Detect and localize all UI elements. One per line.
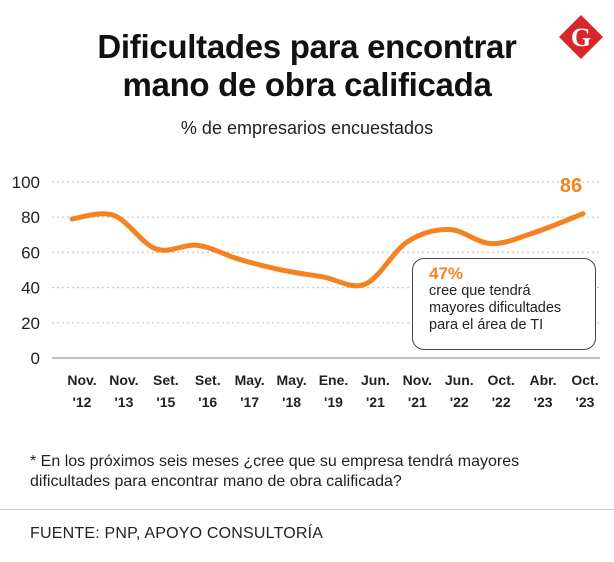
chart-title: Dificultades para encontrar mano de obra…	[0, 28, 614, 104]
y-tick-label: 80	[21, 208, 40, 227]
callout-line-1: cree que tendrá	[429, 283, 531, 299]
x-tick-label-year: '23	[534, 394, 553, 410]
y-tick-label: 0	[31, 349, 40, 368]
x-tick-label-month: May.	[277, 372, 307, 388]
x-tick-label-year: '19	[324, 394, 343, 410]
y-tick-label: 60	[21, 243, 40, 262]
y-tick-label: 40	[21, 279, 40, 298]
x-tick-label-year: '18	[282, 394, 301, 410]
x-tick-label-year: '15	[156, 394, 175, 410]
callout-line-3: para el área de TI	[429, 317, 544, 333]
chart-subtitle: % de empresarios encuestados	[180, 118, 434, 138]
x-tick-label-month: Set.	[195, 372, 221, 388]
x-tick-label-year: '12	[73, 394, 92, 410]
logo-letter: G	[571, 23, 591, 52]
x-tick-label-month: Nov.	[67, 372, 96, 388]
source-note: FUENTE: PNP, APOYO CONSULTORÍA	[30, 525, 324, 542]
gestion-logo-icon: G	[559, 15, 603, 59]
y-axis-ticks: 0 20 40 60 80 100	[12, 173, 40, 368]
series-line	[69, 211, 586, 289]
x-tick-label-year: '13	[114, 394, 133, 410]
callout-value: 47%	[429, 264, 464, 283]
title-line-2: mano de obra calificada	[122, 66, 492, 103]
x-tick-label-month: Oct.	[571, 372, 598, 388]
ti-callout-box: 47% cree que tendrá mayores dificultades…	[412, 258, 596, 350]
callout-line-2: mayores dificultades	[429, 300, 562, 316]
x-tick-label-month: Set.	[153, 372, 179, 388]
x-tick-label-month: May.	[235, 372, 265, 388]
logo-diamond	[559, 15, 603, 59]
x-tick-label-month: Abr.	[529, 372, 556, 388]
x-tick-label-month: Jun.	[445, 372, 474, 388]
x-axis-ticks: Nov. '12 Nov. '13 Set. '15 Set. '16 May. '17 May. '…	[67, 372, 598, 410]
title-line-1: Dificultades para encontrar	[97, 28, 517, 65]
y-tick-label: 100	[12, 173, 40, 192]
x-tick-label-year: '21	[366, 394, 385, 410]
x-tick-label-month: Nov.	[403, 372, 432, 388]
x-tick-label-month: Ene.	[319, 372, 349, 388]
y-tick-label: 20	[21, 314, 40, 333]
x-tick-label-year: '16	[198, 394, 217, 410]
x-tick-label-year: '23	[576, 394, 595, 410]
footnote: * En los próximos seis meses ¿cree que s…	[30, 453, 520, 490]
x-tick-label-year: '17	[240, 394, 259, 410]
end-value-label: 86	[560, 175, 582, 197]
x-tick-label-month: Jun.	[361, 372, 390, 388]
line-chart: 0 20 40 60 80 100 Nov. '12 Nov. '13 Set. '15 Set. '1…	[12, 173, 600, 410]
x-tick-label-year: '21	[408, 394, 427, 410]
x-tick-label-month: Nov.	[109, 372, 138, 388]
divider	[0, 509, 614, 510]
x-tick-label-month: Oct.	[488, 372, 515, 388]
x-tick-label-year: '22	[492, 394, 511, 410]
x-tick-label-year: '22	[450, 394, 469, 410]
